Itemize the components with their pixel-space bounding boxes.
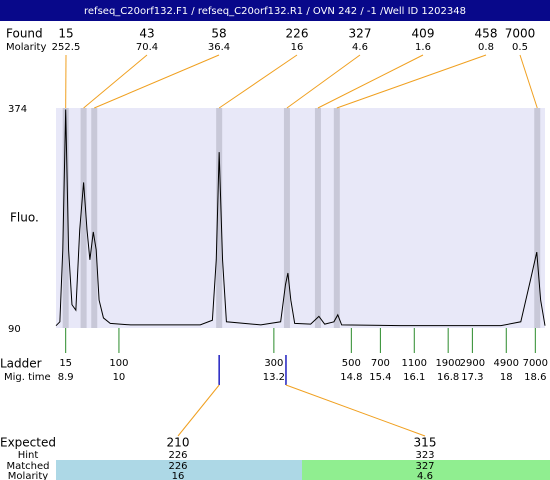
ladder-size: 7000 xyxy=(523,358,548,369)
found-connector xyxy=(218,54,298,109)
found-size: 7000 xyxy=(505,27,536,41)
molarity-label: Molarity xyxy=(6,42,46,53)
found-molarity: 1.6 xyxy=(415,42,431,53)
molarity-row-label: Molarity xyxy=(8,471,48,480)
found-molarity: 16 xyxy=(291,42,304,53)
found-connector xyxy=(94,54,220,109)
found-molarity: 4.6 xyxy=(352,42,368,53)
found-connector xyxy=(83,54,148,109)
ladder-size: 15 xyxy=(59,358,72,369)
expected-label: Expected xyxy=(0,436,56,450)
ladder-time: 17.3 xyxy=(461,372,483,383)
ladder-time: 13.2 xyxy=(263,372,285,383)
peak-band xyxy=(333,108,340,328)
trace xyxy=(55,109,546,327)
peak-band xyxy=(62,108,69,328)
ladder-time: 18 xyxy=(500,372,513,383)
expected-connector xyxy=(177,384,220,437)
hint-size: 323 xyxy=(415,450,434,461)
matched-cell-1 xyxy=(56,460,302,480)
found-size: 58 xyxy=(211,27,226,41)
hint-label: Hint xyxy=(18,450,39,461)
ladder-size: 1100 xyxy=(402,358,427,369)
found-size: 327 xyxy=(349,27,372,41)
found-connector xyxy=(286,54,361,109)
found-size: 15 xyxy=(58,27,73,41)
ladder-time: 8.9 xyxy=(58,372,74,383)
found-molarity: 252.5 xyxy=(52,42,81,53)
matched-cell-2 xyxy=(302,460,550,480)
peak-band xyxy=(534,108,541,328)
found-size: 409 xyxy=(412,27,435,41)
ladder-time: 15.4 xyxy=(369,372,391,383)
peak-band xyxy=(283,108,290,328)
matched-molarity: 16 xyxy=(172,471,185,480)
ladder-time: 10 xyxy=(113,372,126,383)
found-molarity: 0.5 xyxy=(512,42,528,53)
ladder-label: Ladder xyxy=(0,357,42,371)
header-bar xyxy=(0,0,550,21)
ladder-size: 100 xyxy=(109,358,128,369)
ladder-time: 16.8 xyxy=(437,372,459,383)
found-molarity: 36.4 xyxy=(208,42,230,53)
found-connector xyxy=(336,54,487,109)
found-molarity: 70.4 xyxy=(136,42,158,53)
y-tick-label: 374 xyxy=(8,104,27,115)
found-size: 43 xyxy=(139,27,154,41)
expected-size: 315 xyxy=(414,436,437,450)
expected-connector xyxy=(285,384,426,437)
ladder-size: 500 xyxy=(342,358,361,369)
mig-time-label: Mig. time xyxy=(4,372,51,383)
matched-size: 327 xyxy=(415,461,434,472)
ladder-size: 700 xyxy=(371,358,390,369)
peak-band xyxy=(80,108,87,328)
found-molarity: 0.8 xyxy=(478,42,494,53)
ladder-size: 2900 xyxy=(460,358,485,369)
matched-label: Matched xyxy=(6,461,49,472)
y-tick-label: 90 xyxy=(8,324,21,335)
found-connector xyxy=(317,54,424,109)
found-size: 458 xyxy=(475,27,498,41)
header-title: refseq_C20orf132.F1 / refseq_C20orf132.R… xyxy=(84,6,466,17)
peak-band xyxy=(314,108,321,328)
y-axis-label: Fluo. xyxy=(10,211,39,225)
expected-size: 210 xyxy=(167,436,190,450)
found-label: Found xyxy=(6,27,43,41)
peak-band xyxy=(91,108,98,328)
matched-size: 226 xyxy=(168,461,187,472)
plot-area xyxy=(56,108,545,328)
found-size: 226 xyxy=(286,27,309,41)
matched-molarity: 4.6 xyxy=(417,471,433,480)
ladder-time: 14.8 xyxy=(340,372,362,383)
peak-band xyxy=(216,108,223,328)
ladder-size: 300 xyxy=(264,358,283,369)
ladder-time: 18.6 xyxy=(524,372,546,383)
ladder-size: 1900 xyxy=(435,358,460,369)
ladder-time: 16.1 xyxy=(403,372,425,383)
found-connector xyxy=(519,54,538,109)
ladder-size: 4900 xyxy=(494,358,519,369)
hint-size: 226 xyxy=(168,450,187,461)
